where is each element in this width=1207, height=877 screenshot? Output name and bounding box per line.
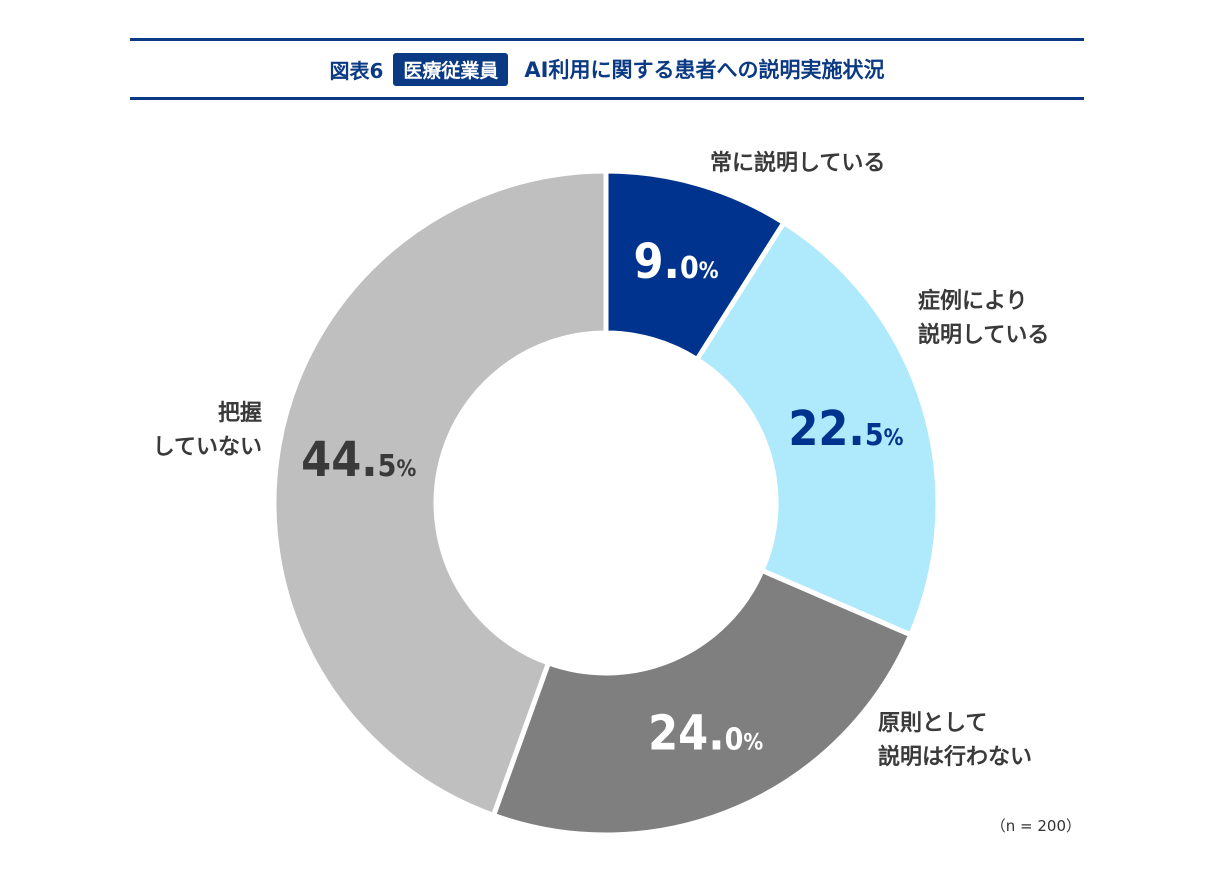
chart-title: AI利用に関する患者への説明実施状況 xyxy=(524,58,885,82)
slice-category-label-4-line-2: していない xyxy=(153,435,262,460)
chart-title-bar: 図表6 医療従業員 AI利用に関する患者への説明実施状況 xyxy=(130,38,1084,100)
slice-value-label-2: 22.5% xyxy=(788,401,903,457)
donut-slice-2 xyxy=(693,219,941,639)
slice-category-label-3-line-2: 説明は行わない xyxy=(878,744,1032,770)
donut-slice-3 xyxy=(490,567,914,838)
slice-category-label-3-line-1: 原則として xyxy=(878,711,987,736)
sample-size-note: （n = 200） xyxy=(990,817,1081,835)
title-tag: 医療従業員 xyxy=(393,52,509,86)
donut-slice-4 xyxy=(271,168,609,819)
slice-value-label-4: 44.5% xyxy=(301,432,416,488)
slice-category-label-2-line-1: 症例により xyxy=(918,288,1028,314)
slice-category-label-2-line-2: 説明している xyxy=(918,322,1049,348)
slice-category-label-1-line-1: 常に説明している xyxy=(710,150,885,176)
figure-label: 図表6 xyxy=(329,58,384,83)
slice-category-label-4-line-1: 把握 xyxy=(218,400,262,426)
slice-value-label-1: 9.0% xyxy=(633,234,718,290)
slice-value-label-3: 24.0% xyxy=(648,705,763,761)
